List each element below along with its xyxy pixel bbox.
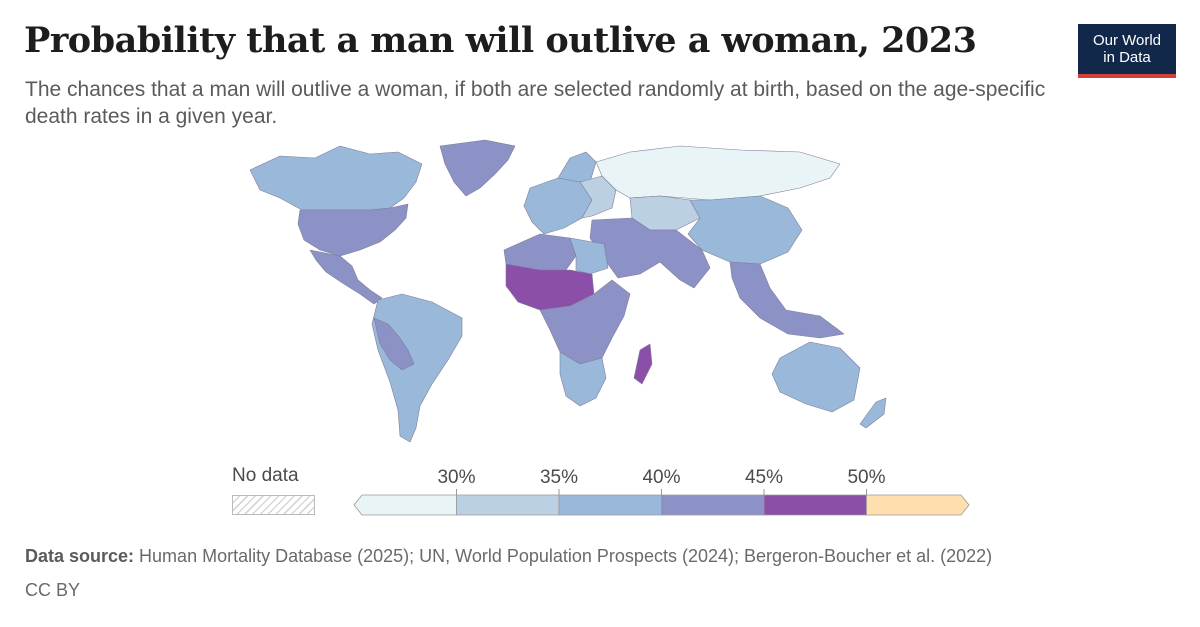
no-data-label: No data xyxy=(232,465,299,486)
legend-bin xyxy=(866,494,970,516)
map-region-southeast-asia xyxy=(729,261,845,339)
map-region-western-europe xyxy=(523,177,593,235)
legend-threshold-label: 30% xyxy=(437,467,475,488)
data-source: Data source: Human Mortality Database (2… xyxy=(25,546,992,567)
world-map xyxy=(249,139,887,443)
map-region-egypt-libya xyxy=(569,237,609,275)
logo-line-1: Our World xyxy=(1092,32,1162,49)
owid-logo[interactable]: Our World in Data xyxy=(1078,24,1176,78)
chart-title: Probability that a man will outlive a wo… xyxy=(24,20,977,61)
legend-bin xyxy=(558,494,662,516)
map-region-mexico xyxy=(309,249,383,305)
map-region-southern-africa xyxy=(559,351,607,407)
map-region-greenland xyxy=(439,139,516,197)
map-region-central-east-africa xyxy=(539,279,631,365)
map-region-new-zealand xyxy=(859,397,887,429)
map-region-scandinavia xyxy=(557,151,597,183)
map-region-canada xyxy=(249,145,423,211)
map-region-russia xyxy=(595,145,841,201)
data-source-label: Data source: xyxy=(25,546,135,566)
map-region-australia xyxy=(771,341,861,413)
no-data-swatch xyxy=(232,495,315,515)
color-legend: 30% 35% 40% 45% 50% xyxy=(353,467,970,516)
map-region-china xyxy=(687,195,803,265)
map-region-south-america xyxy=(371,293,463,443)
legend-bin xyxy=(456,494,560,516)
legend-bin xyxy=(661,494,765,516)
legend-threshold-label: 40% xyxy=(642,467,680,488)
legend-threshold-label: 35% xyxy=(540,467,578,488)
logo-line-2: in Data xyxy=(1103,49,1151,66)
map-region-usa xyxy=(297,203,409,257)
data-source-text: Human Mortality Database (2025); UN, Wor… xyxy=(134,546,993,566)
legend-threshold-label: 45% xyxy=(745,467,783,488)
legend-bin xyxy=(763,494,867,516)
license: CC BY xyxy=(25,580,81,600)
chart-subtitle: The chances that a man will outlive a wo… xyxy=(25,78,1046,128)
map-region-madagascar xyxy=(633,343,653,385)
map-region-bolivia-peru xyxy=(373,317,415,371)
legend-bin xyxy=(353,494,457,516)
legend-threshold-label: 50% xyxy=(847,467,885,488)
